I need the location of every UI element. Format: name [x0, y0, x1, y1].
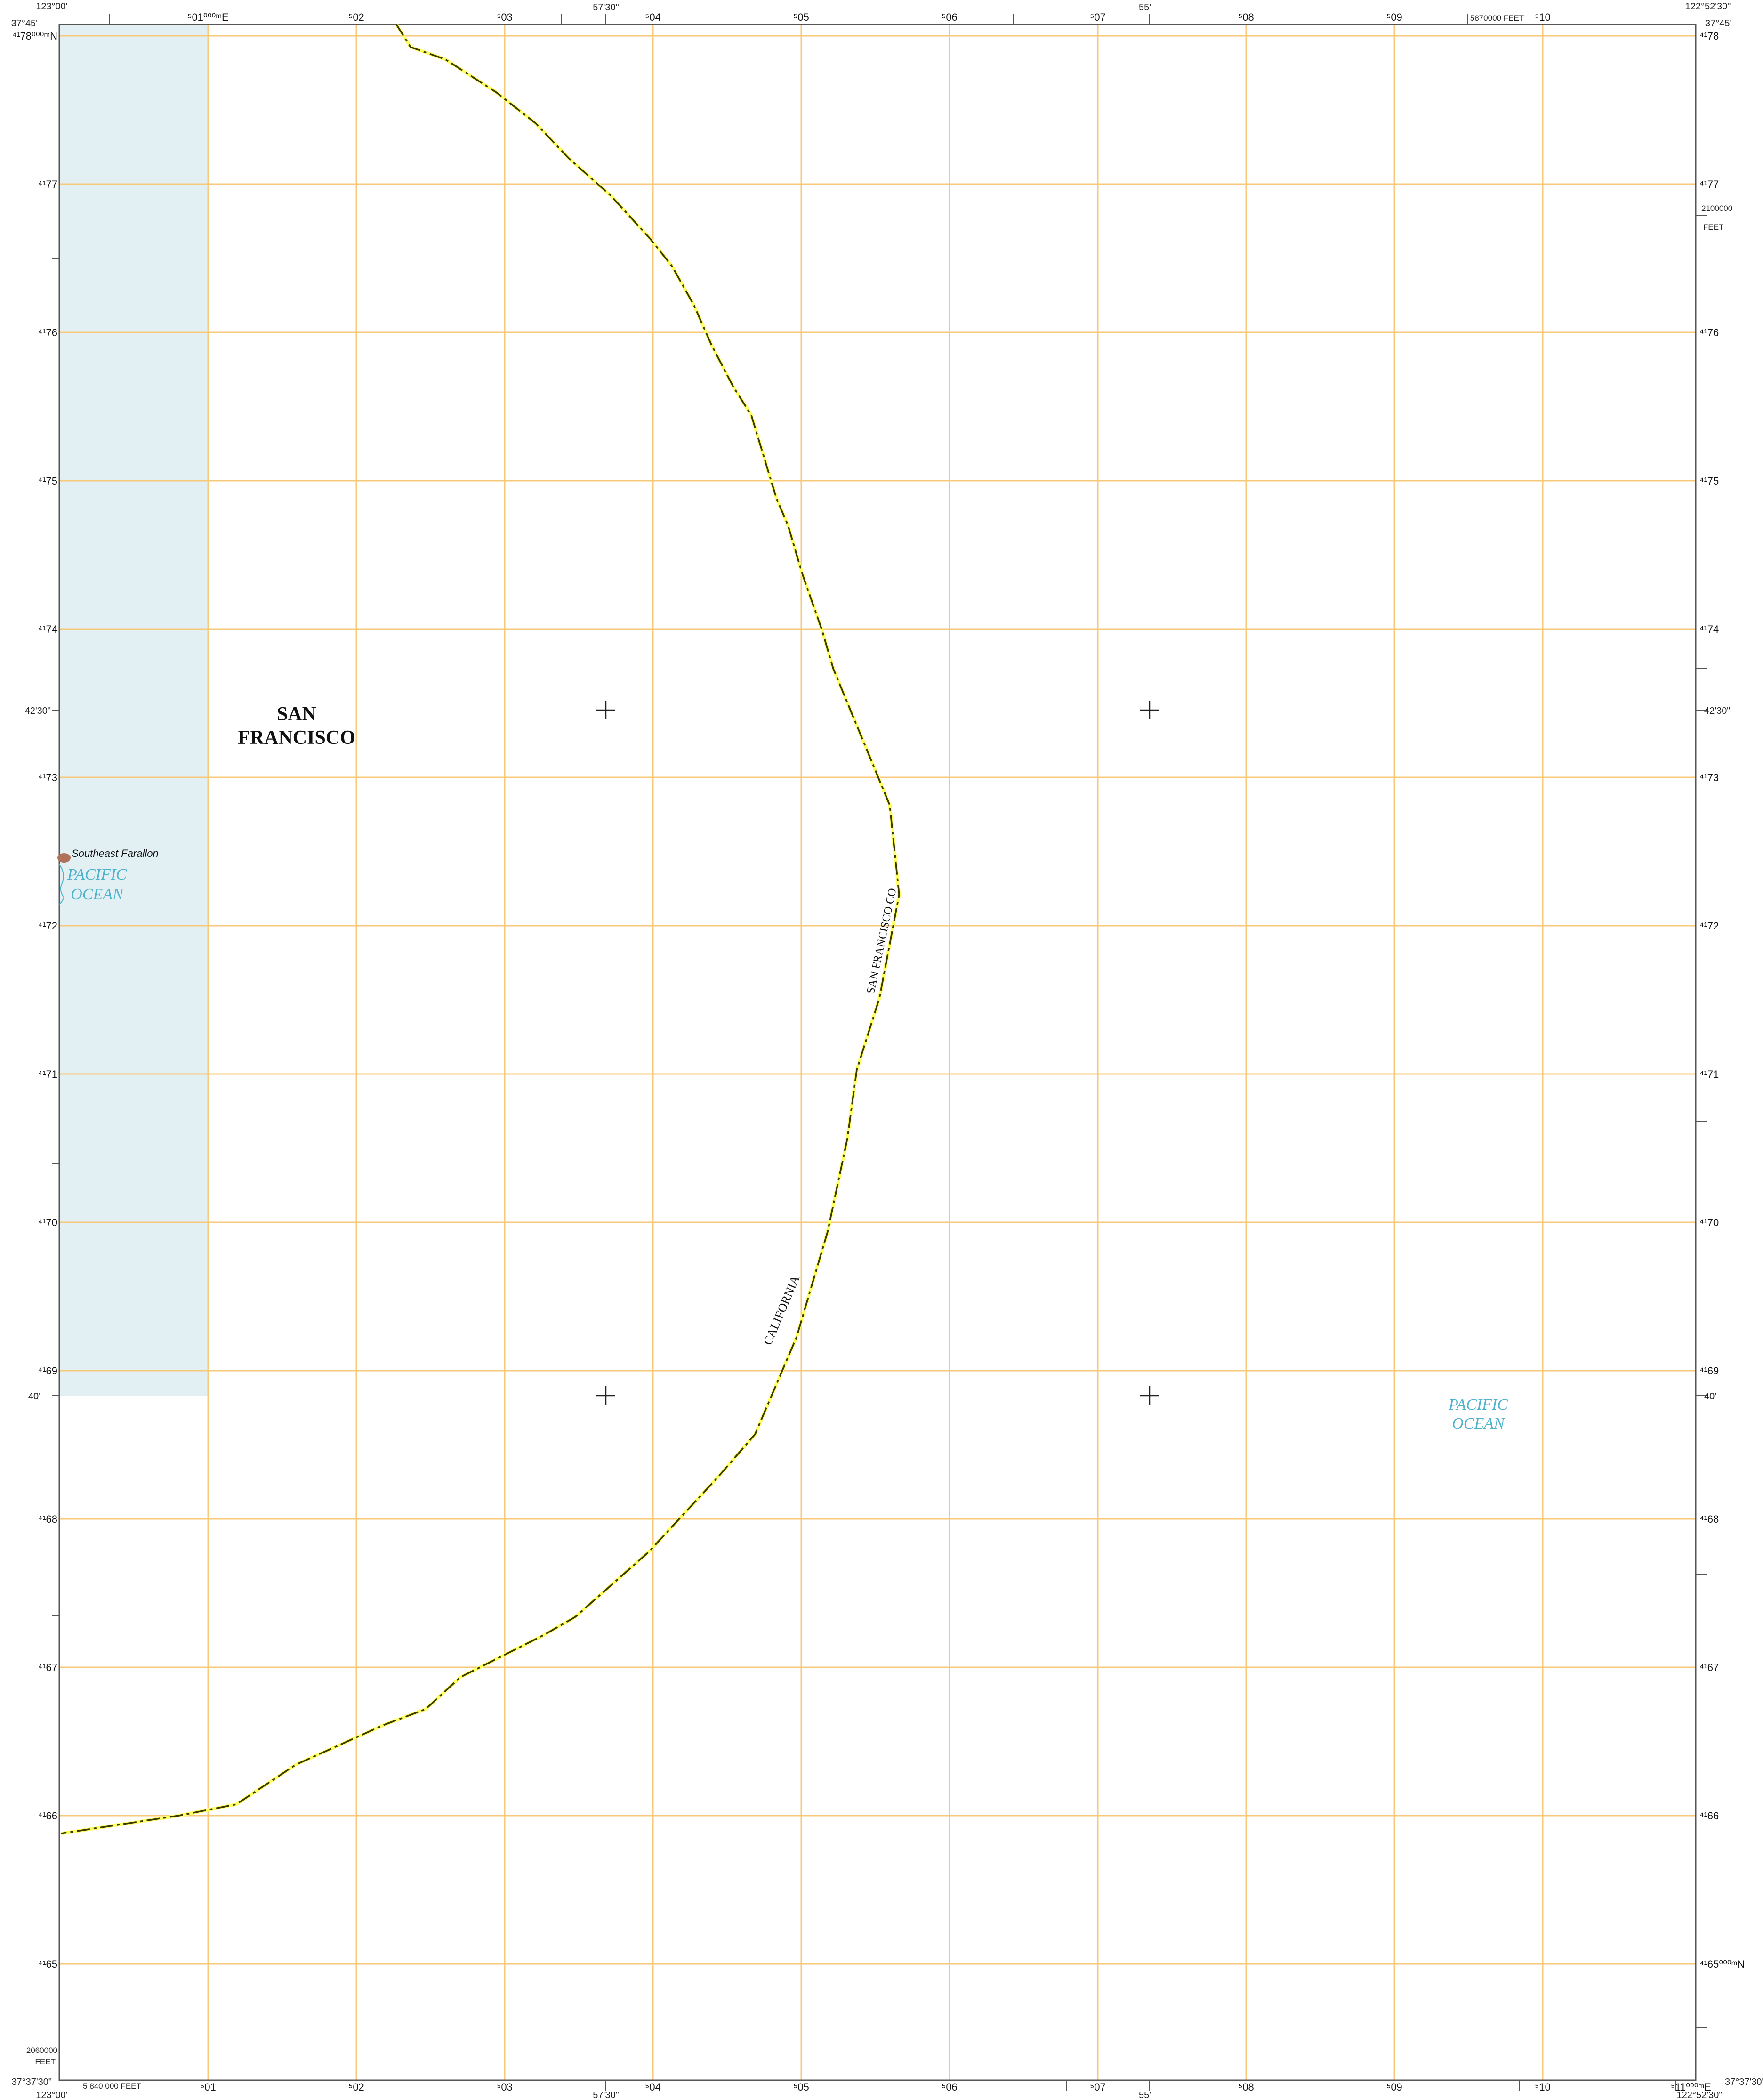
state-plane-label: 2060000 [26, 2046, 57, 2055]
easting-label-bottom: ⁵04 [645, 2081, 661, 2093]
easting-label-bottom: ⁵10 [1535, 2081, 1551, 2093]
grid-coordinate-labels: ⁵01⁰⁰⁰ᵐE ⁵02 ⁵03 ⁵04 ⁵05 ⁵06 ⁵07 ⁵08 ⁵09 ⁵10 ⁵01 ⁵0… [12, 11, 1745, 2093]
collar-labels: 123°00' 37°45' 122°52'30" 37°45' 37°37'3… [11, 1, 1763, 2100]
northing-label-left: ⁴¹70 [38, 1217, 57, 1228]
easting-label-top: ⁵06 [942, 11, 958, 23]
corner-lat-bottom-left: 37°37'30" [11, 2077, 52, 2087]
state-plane-label: FEET [1703, 223, 1723, 232]
northing-label-left: ⁴¹74 [38, 623, 57, 635]
easting-label-top: ⁵03 [497, 11, 513, 23]
northing-label-left: ⁴¹71 [38, 1068, 57, 1080]
easting-label-top: ⁵08 [1238, 11, 1254, 23]
northing-label-left: ⁴¹69 [38, 1365, 57, 1377]
northing-label-right: ⁴¹75 [1699, 475, 1719, 487]
easting-label-bottom: ⁵05 [793, 2081, 809, 2093]
northing-label-right: ⁴¹68 [1699, 1513, 1719, 1525]
easting-label-bottom: ⁵01 [200, 2081, 216, 2093]
corner-lon-bottom-left: 123°00' [36, 2090, 67, 2100]
ocean-label-left: OCEAN [71, 886, 124, 903]
northing-label-left: ⁴¹78⁰⁰⁰ᵐN [12, 30, 57, 42]
northing-label-left: ⁴¹68 [38, 1513, 57, 1525]
border-ticks [52, 14, 1707, 2091]
map-neatline [58, 24, 1697, 2081]
state-plane-label: 5 840 000 FEET [83, 2082, 141, 2091]
corner-lat-top-left: 37°45' [11, 18, 38, 29]
easting-label-bottom: ⁵08 [1238, 2081, 1254, 2093]
utm-grid [59, 24, 1696, 2080]
northing-label-right: ⁴¹78 [1699, 30, 1719, 42]
northing-label-right: ⁴¹74 [1699, 623, 1719, 635]
easting-label-bottom: ⁵07 [1090, 2081, 1106, 2093]
ocean-label-left: PACIFIC [67, 866, 127, 883]
corner-lon-top-left: 123°00' [36, 1, 67, 12]
lat-tick-label: 40' [28, 1391, 40, 1402]
island-label: Southeast Farallon [72, 848, 159, 859]
lat-tick-label: 42'30" [1704, 706, 1730, 716]
easting-label-top: ⁵10 [1535, 11, 1551, 23]
northing-label-left: ⁴¹77 [38, 178, 57, 190]
ocean-label-right: PACIFIC [1448, 1396, 1508, 1413]
corner-lon-top-right: 122°52'30" [1685, 1, 1731, 12]
northing-label-left: ⁴¹73 [38, 772, 57, 783]
island-southeast-farallon [57, 853, 71, 905]
lon-tick-label: 57'30" [593, 2090, 619, 2100]
lon-tick-label: 55' [1139, 2090, 1151, 2100]
northing-label-right: ⁴¹66 [1699, 1810, 1719, 1822]
northing-label-left: ⁴¹72 [38, 920, 57, 932]
city-label: SAN [277, 703, 316, 725]
lon-tick-label: 55' [1139, 2, 1151, 13]
northing-label-left: ⁴¹66 [38, 1810, 57, 1822]
northing-label-left: ⁴¹76 [38, 327, 57, 339]
feature-labels: SAN FRANCISCO Southeast Farallon PACIFIC… [67, 703, 1508, 1432]
northing-label-right: ⁴¹73 [1699, 772, 1719, 783]
easting-label-top: ⁵02 [348, 11, 364, 23]
corner-lat-top-right: 37°45' [1705, 18, 1731, 29]
easting-label-top: ⁵04 [645, 11, 661, 23]
easting-label-top: ⁵01⁰⁰⁰ᵐE [187, 11, 228, 23]
easting-label-bottom: ⁵06 [942, 2081, 958, 2093]
northing-label-right: ⁴¹71 [1699, 1068, 1719, 1080]
northing-label-left: ⁴¹65 [38, 1958, 57, 1970]
easting-label-top: ⁵07 [1090, 11, 1106, 23]
state-plane-label: 2100000 [1701, 204, 1732, 213]
easting-label-top: ⁵09 [1386, 11, 1402, 23]
easting-label-bottom: ⁵09 [1386, 2081, 1402, 2093]
corner-lat-bottom-right: 37°37'30" [1725, 2077, 1763, 2087]
easting-label-top: ⁵05 [793, 11, 809, 23]
county-boundary [61, 24, 901, 1835]
easting-label-bottom: ⁵03 [497, 2081, 513, 2093]
lat-tick-label: 40' [1704, 1391, 1716, 1402]
northing-label-left: ⁴¹67 [38, 1662, 57, 1673]
northing-label-right: ⁴¹77 [1699, 178, 1719, 190]
northing-label-right: ⁴¹69 [1699, 1365, 1719, 1377]
easting-label-bottom: ⁵11⁰⁰⁰ᵐE [1671, 2081, 1711, 2093]
city-label: FRANCISCO [238, 727, 355, 749]
corner-lon-bottom-right: 122°52'30" [1677, 2090, 1723, 2100]
state-plane-label: FEET [35, 2057, 56, 2066]
easting-label-bottom: ⁵02 [348, 2081, 364, 2093]
graticule-crosses [596, 701, 1159, 1405]
northing-label-right: ⁴¹67 [1699, 1662, 1719, 1673]
northing-label-right: ⁴¹76 [1699, 327, 1719, 339]
lat-tick-label: 42'30" [25, 706, 51, 716]
ocean-label-right: OCEAN [1452, 1415, 1505, 1432]
northing-label-left: ⁴¹75 [38, 475, 57, 487]
lon-tick-label: 57'30" [593, 2, 619, 13]
northing-label-right: ⁴¹70 [1699, 1217, 1719, 1228]
state-plane-label: 5870000 FEET [1470, 14, 1524, 23]
water-area [59, 24, 208, 1396]
northing-label-right: ⁴¹72 [1699, 920, 1719, 932]
northing-label-right: ⁴¹65⁰⁰⁰ᵐN [1699, 1958, 1745, 1970]
